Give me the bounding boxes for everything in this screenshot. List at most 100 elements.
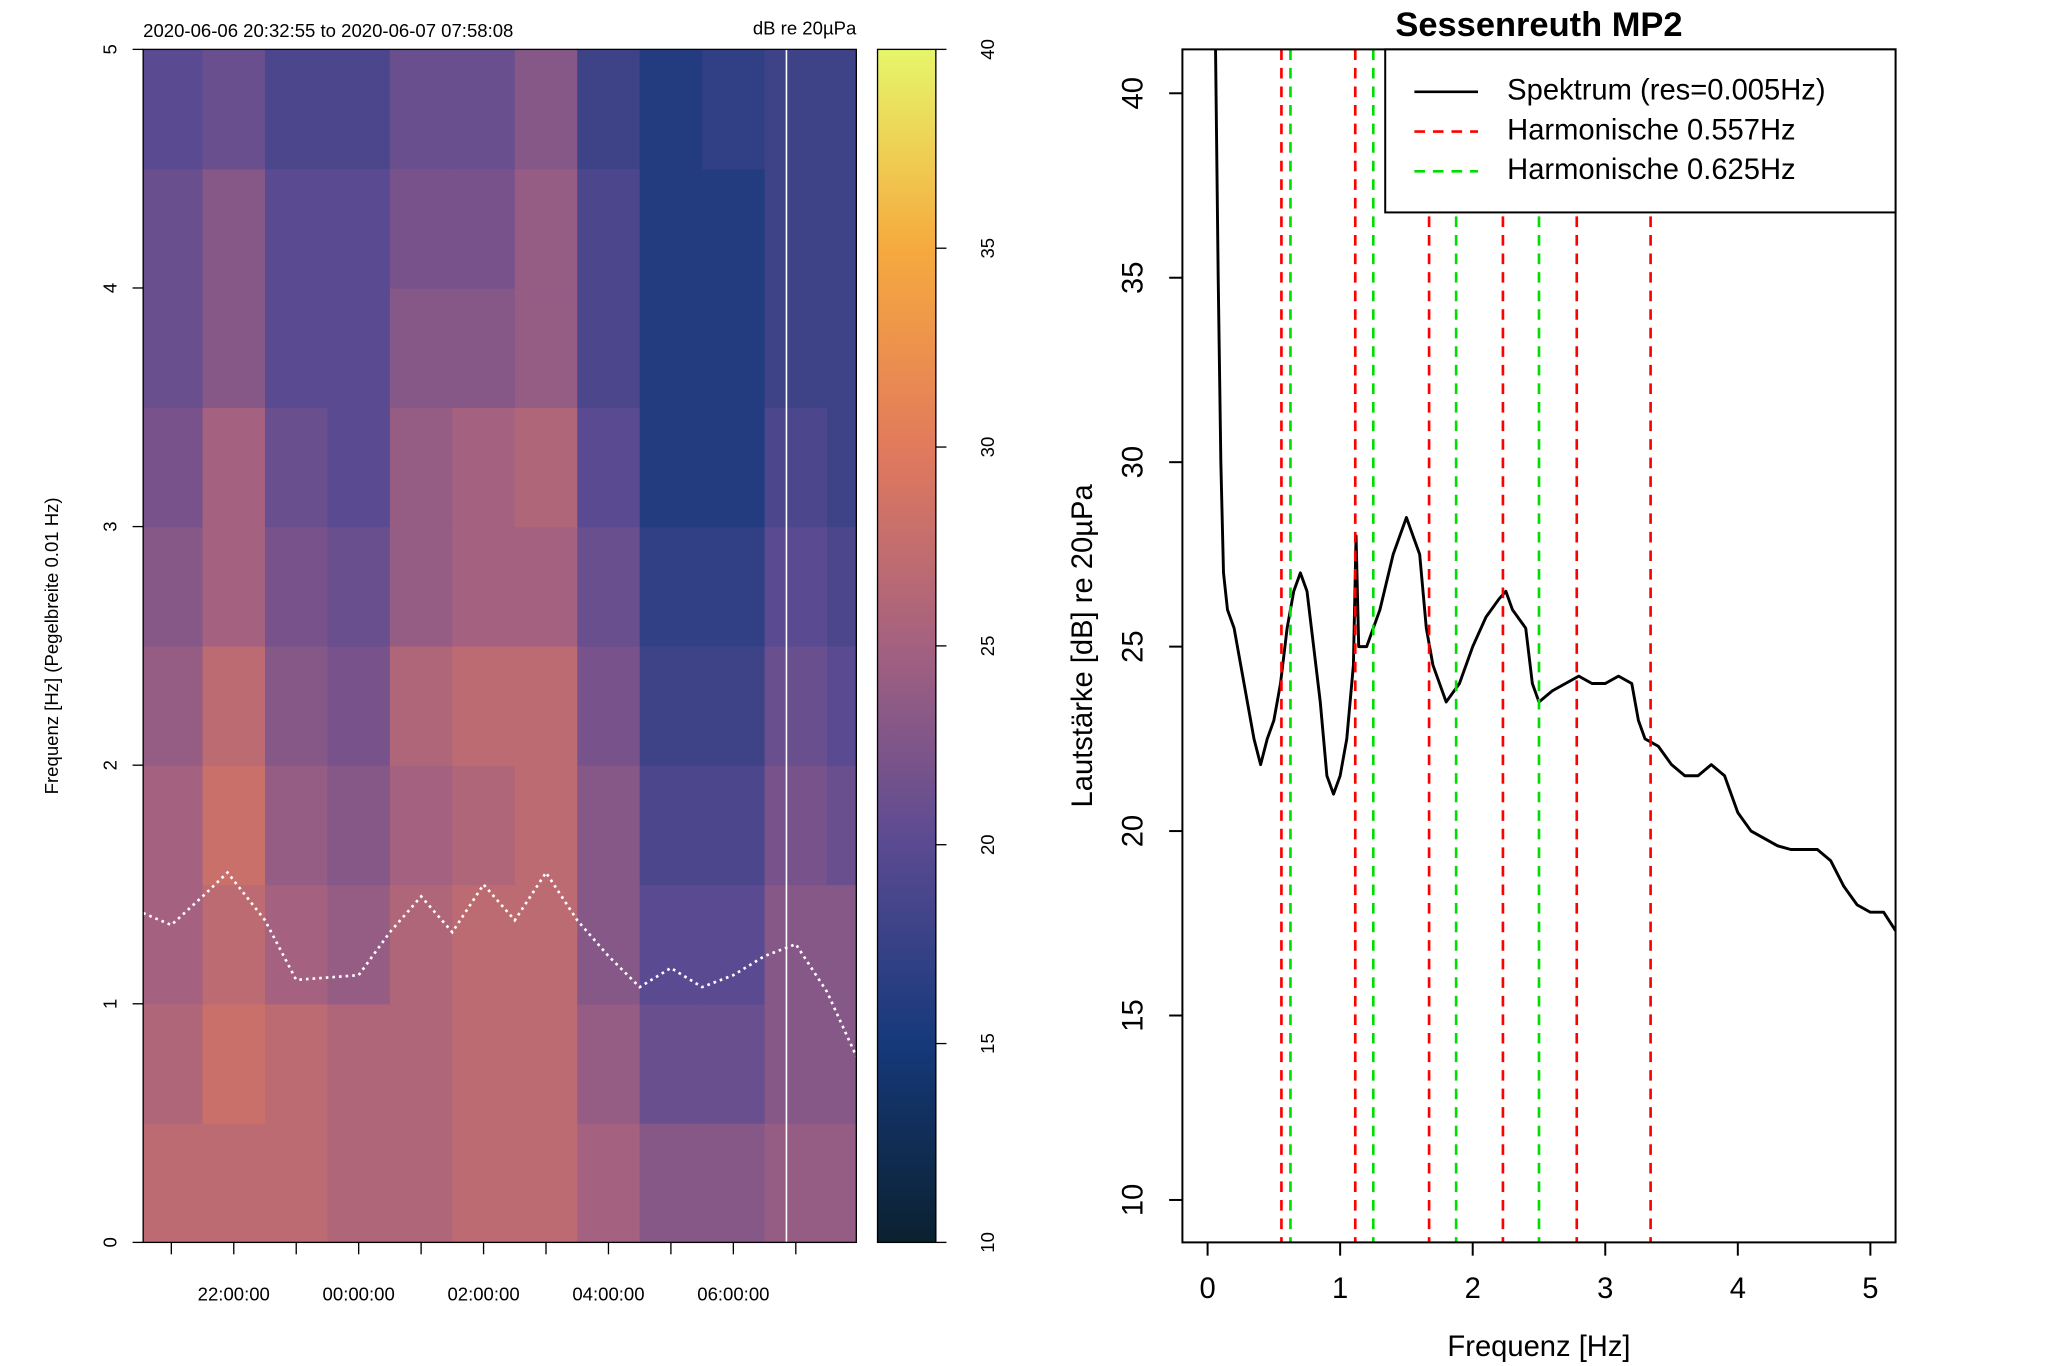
- heatmap-cell: [577, 765, 641, 886]
- heatmap-cell: [827, 168, 857, 289]
- heatmap-cell: [514, 407, 578, 528]
- heatmap-cell: [639, 287, 703, 408]
- heatmap-cell: [452, 884, 516, 1005]
- heatmap-cell: [327, 1123, 391, 1243]
- heatmap-cell: [702, 287, 766, 408]
- heatmap-cell: [264, 884, 329, 1005]
- heatmap-cell: [264, 645, 329, 766]
- heatmap-cell: [514, 1123, 578, 1243]
- legend-label: Harmonische 0.557Hz: [1507, 114, 1795, 146]
- y-tick-label: 35: [1117, 262, 1149, 294]
- heatmap-cell: [327, 765, 391, 886]
- heatmap-cell: [702, 1123, 766, 1243]
- heatmap-cell: [264, 765, 329, 886]
- heatmap-cell: [764, 884, 828, 1005]
- heatmap-cell: [827, 765, 857, 886]
- heatmap-cell: [764, 168, 828, 289]
- heatmap-cell: [577, 287, 641, 408]
- heatmap-cell: [452, 1123, 516, 1243]
- heatmap-cell: [827, 1003, 857, 1124]
- heatmap-cell: [202, 1003, 266, 1124]
- heatmap-cell: [639, 1003, 703, 1124]
- colorbar-tick-label: 25: [977, 636, 998, 657]
- heatmap-cell: [702, 884, 766, 1005]
- heatmap-cell: [764, 765, 828, 886]
- heatmap-cell: [202, 1123, 266, 1243]
- heatmap-cell: [327, 287, 391, 408]
- heatmap-cell: [327, 407, 391, 528]
- heatmap-cell: [827, 645, 857, 766]
- heatmap-cell: [639, 168, 703, 289]
- heatmap-cell: [143, 407, 204, 528]
- heatmap-cell: [327, 526, 391, 647]
- y-tick-label: 0: [99, 1237, 120, 1247]
- heatmap-cell: [827, 526, 857, 647]
- heatmap-cell: [514, 884, 578, 1005]
- x-tick-label: 2: [1465, 1273, 1481, 1305]
- heatmap-cell: [264, 1123, 329, 1243]
- y-tick-label: 40: [1117, 77, 1149, 109]
- heatmap-cell: [639, 645, 703, 766]
- heatmap-cell: [452, 287, 516, 408]
- heatmap-cell: [327, 49, 391, 170]
- heatmap-cell: [639, 49, 703, 170]
- heatmap-cell: [264, 407, 329, 528]
- heatmap-cell: [389, 1123, 454, 1243]
- colorbar-tick-label: 20: [977, 834, 998, 855]
- heatmap-cell: [702, 765, 766, 886]
- spectrum-line: [1214, 49, 1896, 932]
- heatmap-cell: [202, 49, 266, 170]
- colorbar-tick-label: 35: [977, 238, 998, 259]
- x-tick-label: 3: [1597, 1273, 1613, 1305]
- heatmap-cell: [143, 49, 204, 170]
- heatmap-cell: [389, 526, 454, 647]
- x-tick-label: 22:00:00: [198, 1283, 270, 1304]
- heatmap-cell: [827, 1123, 857, 1243]
- x-axis-label: Frequenz [Hz]: [1447, 1331, 1630, 1363]
- y-tick-label: 2: [99, 760, 120, 770]
- colorbar-tick-label: 40: [977, 39, 998, 60]
- x-tick-label: 4: [1730, 1273, 1746, 1305]
- heatmap-cell: [389, 765, 454, 886]
- x-tick-label: 04:00:00: [572, 1283, 644, 1304]
- heatmap-cell: [389, 1003, 454, 1124]
- heatmap-cell: [143, 645, 204, 766]
- spectrogram-panel: 2020-06-06 20:32:55 to 2020-06-07 07:58:…: [41, 17, 998, 1304]
- y-tick-label: 10: [1117, 1184, 1149, 1216]
- heatmap-cell: [264, 287, 329, 408]
- x-tick-label: 5: [1862, 1273, 1878, 1305]
- y-tick-label: 1: [99, 999, 120, 1009]
- heatmap-cell: [202, 287, 266, 408]
- plot-frame: [142, 48, 857, 1244]
- heatmap-cell: [143, 1003, 204, 1124]
- heatmap-cell: [452, 1003, 516, 1124]
- heatmap-cell: [764, 645, 828, 766]
- heatmap-cell: [389, 884, 454, 1005]
- heatmap-cell: [577, 407, 641, 528]
- heatmap-cell: [143, 526, 204, 647]
- heatmap-cell: [514, 765, 578, 886]
- heatmap-cell: [827, 407, 857, 528]
- heatmap-cell: [639, 526, 703, 647]
- heatmap-cell: [764, 1003, 828, 1124]
- heatmap-cell: [702, 645, 766, 766]
- heatmap-cell: [514, 1003, 578, 1124]
- heatmap-cell: [389, 287, 454, 408]
- heatmap-cell: [764, 407, 828, 528]
- heatmap-cell: [639, 884, 703, 1005]
- heatmap-cell: [143, 765, 204, 886]
- heatmap-cell: [389, 407, 454, 528]
- heatmap-cell: [202, 526, 266, 647]
- heatmap-cell: [514, 645, 578, 766]
- legend-label: Spektrum (res=0.005Hz): [1507, 75, 1825, 107]
- spectrum-title: Sessenreuth MP2: [1395, 6, 1682, 44]
- heatmap-cell: [452, 526, 516, 647]
- heatmap-cell: [327, 168, 391, 289]
- heatmap-cell: [264, 1003, 329, 1124]
- heatmap-cell: [202, 645, 266, 766]
- heatmap-cell: [143, 168, 204, 289]
- colorbar-tick-label: 15: [977, 1033, 998, 1054]
- y-tick-label: 20: [1117, 815, 1149, 847]
- heatmap-cell: [577, 49, 641, 170]
